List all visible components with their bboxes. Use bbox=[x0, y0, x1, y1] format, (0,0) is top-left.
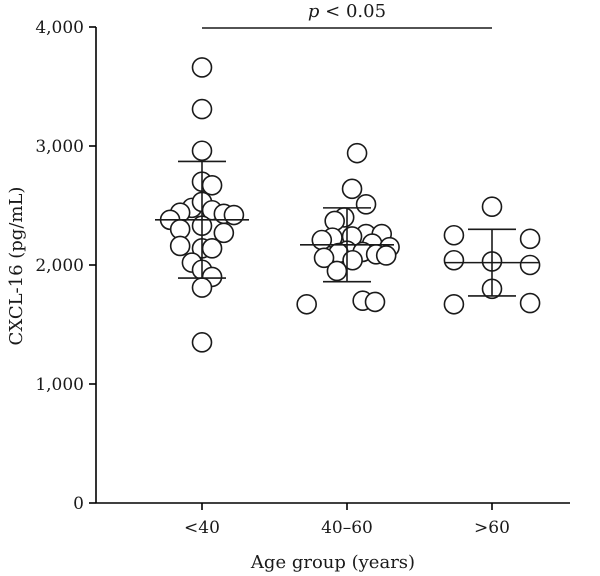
x-ticks: <40 40–60 >60 bbox=[184, 503, 510, 538]
data-point bbox=[346, 142, 368, 164]
data-groups bbox=[155, 57, 541, 353]
data-point bbox=[355, 194, 377, 215]
data-point bbox=[443, 293, 465, 315]
data-point bbox=[191, 332, 213, 353]
data-point bbox=[326, 260, 348, 282]
data-point bbox=[213, 222, 235, 244]
data-point bbox=[296, 293, 317, 315]
data-point bbox=[169, 235, 191, 257]
y-axis-title: CXCL-16 (pg/mL) bbox=[6, 187, 27, 346]
data-point bbox=[201, 174, 223, 196]
p-symbol: p bbox=[308, 1, 320, 22]
data-point bbox=[375, 245, 397, 266]
data-point bbox=[481, 196, 503, 217]
data-point bbox=[191, 277, 213, 298]
y-tick-label: 1,000 bbox=[35, 375, 84, 395]
data-point bbox=[364, 291, 386, 313]
data-point bbox=[223, 204, 245, 226]
data-point bbox=[519, 292, 541, 314]
y-tick-label: 3,000 bbox=[35, 137, 84, 157]
x-axis-title: Age group (years) bbox=[250, 552, 415, 573]
data-point bbox=[191, 140, 213, 162]
data-point bbox=[191, 98, 213, 120]
x-tick-label: <40 bbox=[184, 518, 220, 538]
group-2 bbox=[443, 196, 541, 315]
group-1 bbox=[296, 142, 400, 315]
data-point bbox=[191, 57, 213, 78]
data-point bbox=[311, 229, 333, 251]
data-point bbox=[443, 249, 465, 271]
x-tick-label: 40–60 bbox=[321, 518, 373, 538]
p-threshold: < 0.05 bbox=[319, 1, 386, 22]
significance-label: p < 0.05 bbox=[308, 1, 386, 22]
data-point bbox=[443, 224, 465, 246]
data-point bbox=[313, 247, 335, 269]
y-tick-label: 0 bbox=[73, 494, 84, 514]
y-ticks: 0 1,000 2,000 3,000 4,000 bbox=[35, 18, 96, 514]
data-point bbox=[342, 249, 363, 271]
y-tick-label: 2,000 bbox=[35, 256, 84, 276]
data-point bbox=[201, 238, 223, 259]
data-point bbox=[519, 228, 541, 250]
y-tick-label: 4,000 bbox=[35, 18, 84, 38]
group-0 bbox=[155, 57, 249, 353]
data-point bbox=[341, 178, 363, 200]
data-point bbox=[519, 254, 541, 276]
x-tick-label: >60 bbox=[474, 518, 510, 538]
